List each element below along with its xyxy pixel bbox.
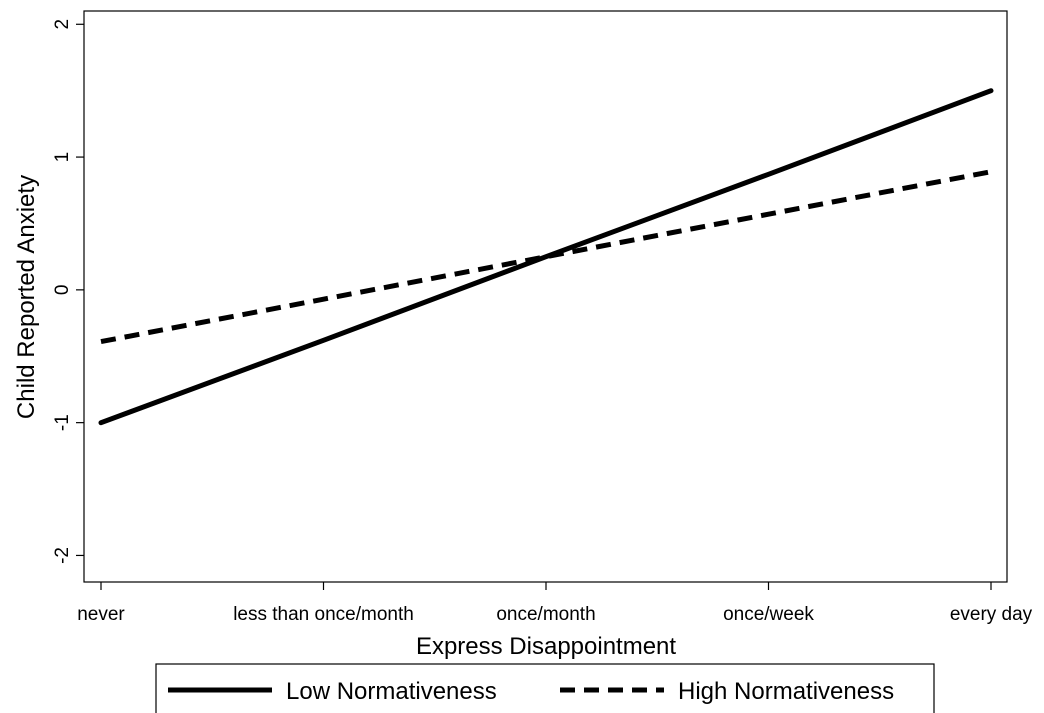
x-axis-ticks: never less than once/month once/month once/… [77,582,1032,625]
x-axis-title: Express Disappointment [416,633,676,660]
y-axis-title: Child Reported Anxiety [13,175,40,419]
x-tick-label: once/month [496,604,595,625]
y-tick-label: 0 [52,285,73,296]
y-axis-ticks: -2 -1 0 1 2 [52,19,84,564]
x-tick-label: once/week [723,604,814,625]
plot-frame [84,11,1007,582]
x-tick-label: less than once/month [233,604,414,625]
y-tick-label: -2 [52,547,73,564]
x-tick-label: never [77,604,125,625]
legend-label-low-normativeness: Low Normativeness [286,678,497,705]
y-tick-label: 1 [52,152,73,163]
legend: Low Normativeness High Normativeness [156,664,934,713]
y-tick-label: -1 [52,414,73,431]
legend-label-high-normativeness: High Normativeness [678,678,894,705]
y-tick-label: 2 [52,19,73,30]
x-tick-label: every day [950,604,1033,625]
